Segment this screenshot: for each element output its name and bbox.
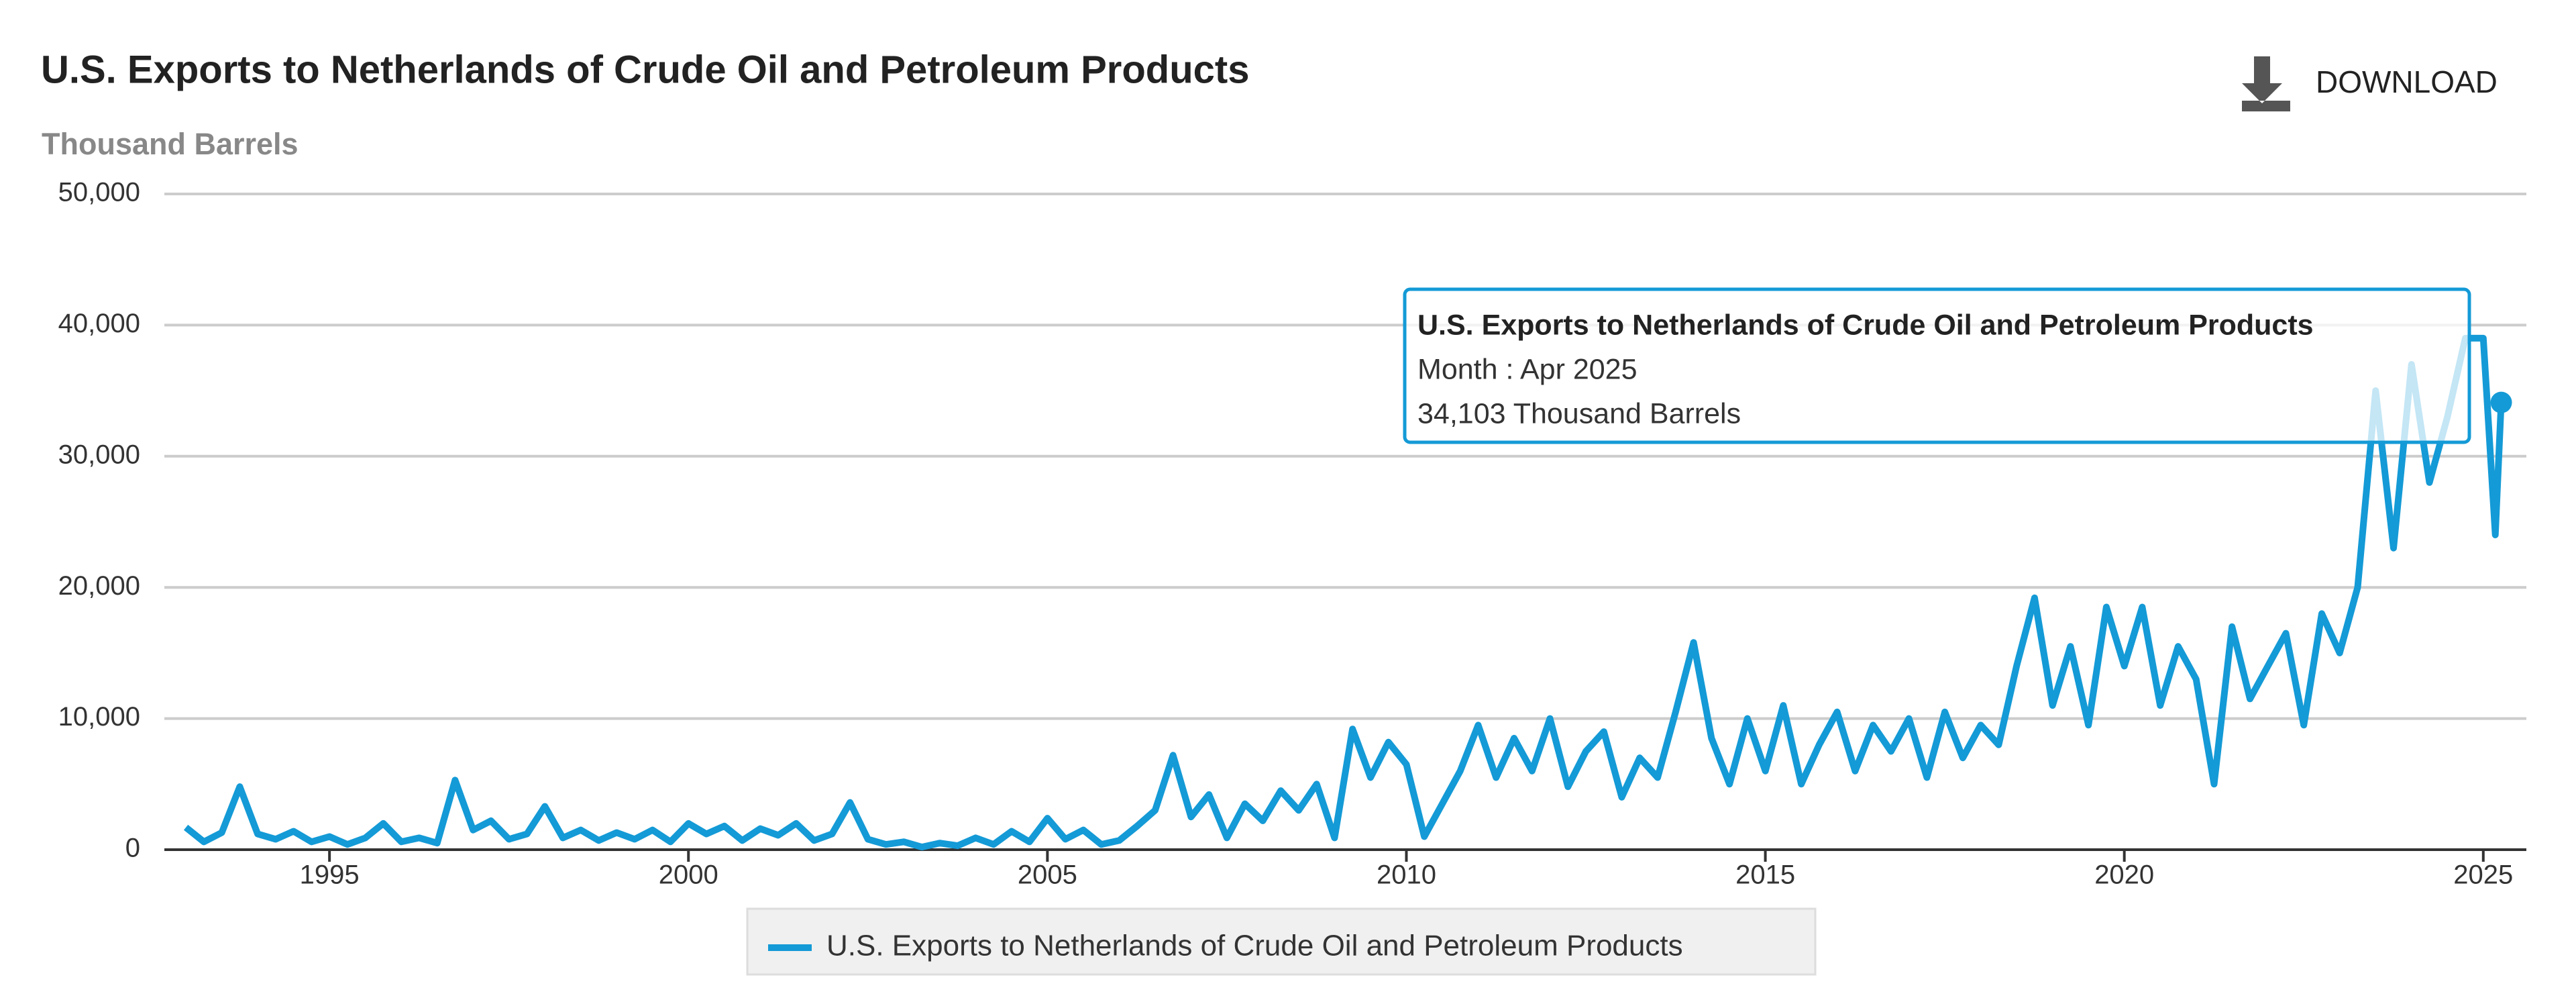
download-icon [2242, 56, 2290, 111]
chart-title: U.S. Exports to Netherlands of Crude Oil… [41, 48, 1249, 91]
x-tick-label: 2025 [2453, 860, 2513, 890]
x-tick-label: 2000 [659, 860, 718, 890]
legend-box [746, 907, 1817, 976]
tooltip-month: Month : Apr 2025 [1417, 353, 1638, 385]
legend: U.S. Exports to Netherlands of Crude Oil… [746, 907, 1817, 976]
y-tick-label: 20,000 [58, 571, 140, 601]
tooltip: U.S. Exports to Netherlands of Crude Oil… [1403, 287, 2471, 444]
x-tick-label: 2015 [1735, 860, 1795, 890]
data-line [183, 334, 2505, 851]
x-tick-label: 2010 [1377, 860, 1436, 890]
y-axis-label: Thousand Barrels [42, 127, 299, 161]
download-button[interactable]: DOWNLOAD [2242, 56, 2498, 111]
y-tick-label: 40,000 [58, 309, 140, 338]
tooltip-value: 34,103 Thousand Barrels [1417, 397, 1741, 430]
tooltip-box [1403, 287, 2471, 444]
x-tick-label: 2005 [1018, 860, 1077, 890]
legend-label[interactable]: U.S. Exports to Netherlands of Crude Oil… [826, 930, 1683, 962]
x-tick-label: 1995 [300, 860, 360, 890]
x-tick-label: 2020 [2094, 860, 2154, 890]
y-tick-label: 0 [125, 834, 140, 863]
y-tick-label: 30,000 [58, 440, 140, 469]
y-tick-label: 50,000 [58, 178, 140, 207]
y-tick-label: 10,000 [58, 702, 140, 732]
download-label[interactable]: DOWNLOAD [2316, 64, 2498, 99]
tooltip-title: U.S. Exports to Netherlands of Crude Oil… [1417, 309, 2314, 341]
hover-marker [2490, 391, 2512, 413]
